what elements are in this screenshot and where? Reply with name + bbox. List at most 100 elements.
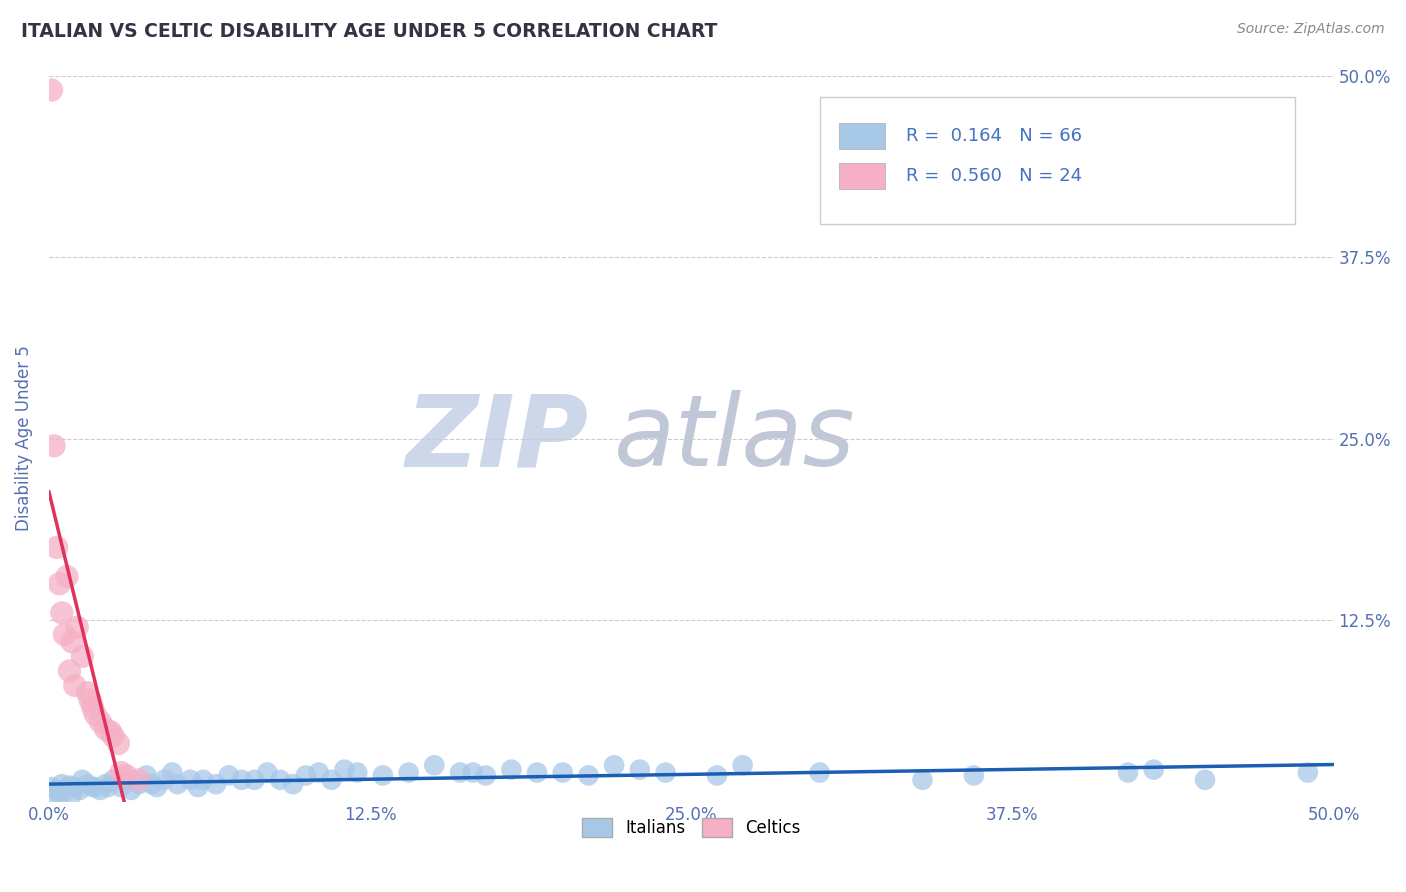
Point — [63, 678, 86, 692]
Point — [89, 783, 111, 797]
Point — [48, 786, 70, 800]
Point — [120, 783, 142, 797]
Point — [269, 772, 291, 787]
Point — [110, 765, 132, 780]
Point — [42, 787, 65, 801]
Point — [76, 686, 98, 700]
Point — [79, 693, 101, 707]
Point — [66, 620, 89, 634]
Point — [135, 768, 157, 782]
Point — [423, 758, 446, 772]
Point — [41, 780, 63, 794]
Point — [53, 627, 76, 641]
Point — [100, 724, 122, 739]
Point — [449, 765, 471, 780]
Point — [76, 777, 98, 791]
Point — [162, 765, 184, 780]
Point — [808, 765, 831, 780]
Point — [179, 772, 201, 787]
Point — [205, 777, 228, 791]
Point — [103, 729, 125, 743]
Text: atlas: atlas — [614, 390, 856, 487]
Point — [42, 439, 65, 453]
Point — [911, 772, 934, 787]
Point — [41, 83, 63, 97]
Point — [578, 768, 600, 782]
Point — [321, 772, 343, 787]
Point — [474, 768, 496, 782]
Point — [82, 700, 104, 714]
Point — [281, 777, 304, 791]
Point — [153, 772, 176, 787]
Point — [501, 763, 523, 777]
Point — [58, 664, 80, 678]
Y-axis label: Disability Age Under 5: Disability Age Under 5 — [15, 345, 32, 532]
Text: ITALIAN VS CELTIC DISABILITY AGE UNDER 5 CORRELATION CHART: ITALIAN VS CELTIC DISABILITY AGE UNDER 5… — [21, 22, 717, 41]
FancyBboxPatch shape — [839, 162, 886, 189]
Point — [63, 780, 86, 794]
Point — [56, 781, 79, 796]
Point — [526, 765, 548, 780]
FancyBboxPatch shape — [839, 123, 886, 149]
Point — [218, 768, 240, 782]
Point — [56, 569, 79, 583]
Point — [654, 765, 676, 780]
Point — [84, 707, 107, 722]
Point — [58, 779, 80, 793]
Point — [1296, 765, 1319, 780]
Text: R =  0.164   N = 66: R = 0.164 N = 66 — [905, 127, 1081, 145]
Point — [69, 783, 91, 797]
Point — [82, 780, 104, 794]
Point — [603, 758, 626, 772]
Point — [1116, 765, 1139, 780]
FancyBboxPatch shape — [820, 97, 1295, 225]
Point — [371, 768, 394, 782]
Point — [115, 768, 138, 782]
Point — [346, 765, 368, 780]
Point — [51, 606, 73, 620]
Point — [110, 780, 132, 794]
Point — [551, 765, 574, 780]
Point — [628, 763, 651, 777]
Point — [256, 765, 278, 780]
Point — [191, 772, 214, 787]
Legend: Italians, Celtics: Italians, Celtics — [575, 812, 807, 844]
Point — [72, 772, 94, 787]
Point — [1194, 772, 1216, 787]
Point — [103, 772, 125, 787]
Point — [72, 649, 94, 664]
Point — [107, 737, 129, 751]
Point — [94, 777, 117, 791]
Point — [94, 722, 117, 736]
Point — [231, 772, 253, 787]
Text: ZIP: ZIP — [405, 390, 589, 487]
Point — [48, 576, 70, 591]
Text: R =  0.560   N = 24: R = 0.560 N = 24 — [905, 167, 1081, 185]
Point — [45, 783, 67, 797]
Point — [89, 714, 111, 729]
Point — [308, 765, 330, 780]
Text: Source: ZipAtlas.com: Source: ZipAtlas.com — [1237, 22, 1385, 37]
Point — [115, 772, 138, 787]
Point — [333, 763, 356, 777]
Point — [706, 768, 728, 782]
Point — [128, 777, 150, 791]
Point — [84, 780, 107, 794]
Point — [243, 772, 266, 787]
Point — [97, 780, 120, 794]
Point — [963, 768, 986, 782]
Point — [128, 772, 150, 787]
Point — [146, 780, 169, 794]
Point — [731, 758, 754, 772]
Point — [60, 635, 83, 649]
Point — [187, 780, 209, 794]
Point — [1143, 763, 1166, 777]
Point — [53, 784, 76, 798]
Point — [45, 541, 67, 555]
Point — [51, 777, 73, 791]
Point — [295, 768, 318, 782]
Point — [141, 777, 163, 791]
Point — [166, 777, 188, 791]
Point — [60, 787, 83, 801]
Point — [461, 765, 484, 780]
